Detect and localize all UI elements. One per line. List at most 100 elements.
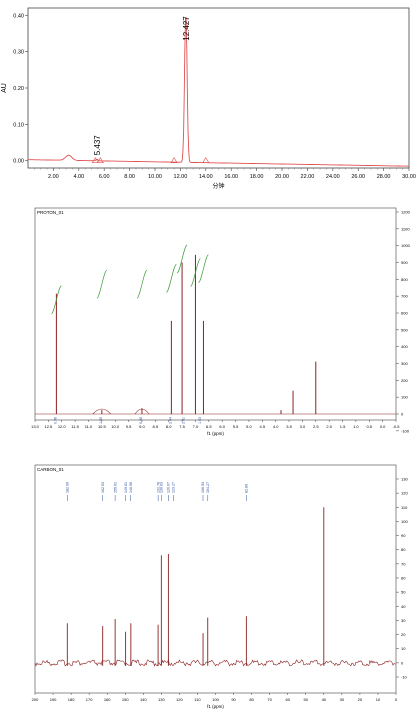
- integral-curve: [176, 244, 188, 274]
- broad-peak: [92, 408, 112, 415]
- right-tick-label: 120: [401, 491, 408, 496]
- integral-value: 2.04: [168, 417, 172, 424]
- x-tick-label: 10.5: [98, 424, 107, 429]
- x-tick-label: 0.0: [380, 424, 386, 429]
- broad-peak: [134, 408, 150, 415]
- x-tick-label: 140: [140, 697, 147, 702]
- y-tick-label: 0.40: [13, 13, 24, 19]
- right-tick-label: 900: [401, 260, 408, 265]
- x-tick-label: 16.00: [224, 174, 238, 180]
- plot-frame: [27, 7, 410, 169]
- x-tick-label: 10.0: [111, 424, 120, 429]
- x-axis-label: f1 (ppm): [207, 704, 224, 709]
- proton-nmr-chart: PROTON_01 1200110010009008007006005004003…: [31, 207, 411, 436]
- x-tick-label: 26.00: [351, 174, 365, 180]
- x-tick-label: 18.00: [250, 174, 264, 180]
- integral-value: 2.01: [182, 417, 186, 424]
- x-tick-label: 190: [50, 697, 57, 702]
- peak-shift-label: 146.96: [129, 482, 133, 493]
- x-tick-label: 4.00: [73, 174, 84, 180]
- integral-curve: [51, 285, 62, 315]
- carbon-nmr-chart: CARBON_011301201101009080706050403020100…: [32, 464, 408, 709]
- x-tick-label: 8.0: [166, 424, 172, 429]
- plot-frame: [34, 464, 397, 694]
- y-tick-label: 0.10: [13, 122, 24, 128]
- x-tick-label: 3.5: [286, 424, 292, 429]
- x-tick-label: 30: [340, 697, 345, 702]
- right-tick-label: 10: [401, 646, 406, 651]
- x-tick-label: 12.5: [44, 424, 53, 429]
- x-tick-label: 150: [122, 697, 129, 702]
- x-tick-label: 2.5: [313, 424, 319, 429]
- right-tick-label: 1000: [401, 243, 411, 248]
- integral-curve: [190, 258, 201, 287]
- right-tick-label: -10: [401, 675, 408, 680]
- x-tick-label: 12.00: [174, 174, 188, 180]
- y-tick-label: 0.00: [13, 159, 24, 165]
- x-axis-label: 分钟: [212, 182, 224, 190]
- chromatogram-trace: [28, 17, 409, 167]
- x-axis-label: f1 (ppm): [207, 431, 224, 436]
- x-tick-label: 160: [104, 697, 111, 702]
- integration-marker: [170, 157, 178, 164]
- peak-shift-label: 126.07: [167, 482, 171, 493]
- integral-curve: [96, 269, 108, 299]
- x-tick-label: 14.00: [199, 174, 213, 180]
- x-tick-label: 9.0: [139, 424, 145, 429]
- peak-label: 12.427: [182, 16, 191, 41]
- right-tick-label: 50: [401, 590, 406, 595]
- x-tick-label: 100: [212, 697, 219, 702]
- x-tick-label: 6.00: [99, 174, 110, 180]
- x-tick-label: 9.5: [126, 424, 132, 429]
- x-tick-label: 20: [358, 697, 363, 702]
- peak-label: 5.437: [93, 135, 102, 156]
- right-tick-label: 0: [401, 660, 404, 665]
- integral-curve: [198, 254, 209, 284]
- x-tick-label: 60: [285, 697, 290, 702]
- x-tick-label: 10.00: [148, 174, 162, 180]
- x-tick-label: 90: [231, 697, 236, 702]
- right-tick-label: 20: [401, 632, 406, 637]
- right-tick-label: 1100: [401, 226, 410, 231]
- x-tick-label: 1.5: [340, 424, 346, 429]
- x-tick-label: 2.00: [48, 174, 59, 180]
- integral-curve: [166, 264, 177, 293]
- peak-shift-label: 155.61: [113, 482, 117, 493]
- integration-marker: [96, 157, 104, 164]
- x-tick-label: 24.00: [326, 174, 340, 180]
- integration-marker: [91, 157, 99, 164]
- x-tick-label: 12.0: [58, 424, 67, 429]
- x-tick-label: 7.5: [179, 424, 185, 429]
- x-tick-label: 8.00: [124, 174, 135, 180]
- x-tick-label: 110: [194, 697, 201, 702]
- noise-baseline: [34, 658, 396, 667]
- peak-shift-label: 131.78: [156, 482, 160, 493]
- right-tick-label: 0: [401, 412, 404, 417]
- x-tick-label: 8.5: [153, 424, 159, 429]
- peak-shift-label: 104.27: [206, 482, 210, 493]
- right-tick-label: 600: [401, 311, 408, 316]
- integral-value: 1.03: [198, 417, 202, 424]
- x-tick-label: 4.0: [273, 424, 279, 429]
- x-tick-label: 30.00: [402, 174, 416, 180]
- right-tick-label: 40: [401, 604, 406, 609]
- x-tick-label: 0.5: [366, 424, 372, 429]
- x-tick-label: 11.5: [71, 424, 79, 429]
- integral-curve: [136, 269, 148, 299]
- x-tick-label: 50: [304, 697, 309, 702]
- right-tick-label: 800: [401, 277, 408, 282]
- y-tick-label: 0.30: [13, 50, 24, 56]
- x-tick-label: 7.0: [193, 424, 199, 429]
- plot-frame: [34, 207, 397, 421]
- x-tick-label: 10: [376, 697, 381, 702]
- x-tick-label: 0: [395, 697, 398, 702]
- peak-shift-label: 130.03: [159, 482, 163, 493]
- right-tick-label: -100: [401, 428, 410, 433]
- y-tick-label: 0.20: [13, 86, 24, 92]
- right-tick-label: 110: [401, 505, 408, 510]
- right-tick-label: 80: [401, 547, 406, 552]
- x-tick-label: 5.5: [233, 424, 239, 429]
- integration-marker: [202, 157, 210, 164]
- x-tick-label: 70: [267, 697, 272, 702]
- integral-value: 0.98: [53, 417, 57, 424]
